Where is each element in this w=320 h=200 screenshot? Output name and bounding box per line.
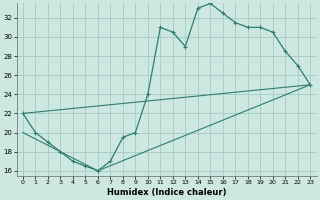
X-axis label: Humidex (Indice chaleur): Humidex (Indice chaleur) [107,188,226,197]
